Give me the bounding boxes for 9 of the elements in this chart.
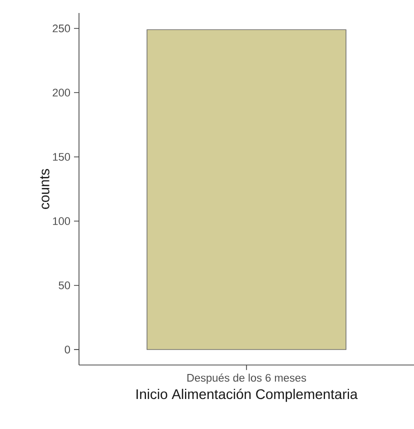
y-tick-label: 200 (52, 88, 70, 97)
y-tick-label: 0 (64, 346, 70, 354)
x-tick-label: Después de los 6 meses (187, 374, 306, 384)
x-axis-title: Inicio Alimentación Complementaria (136, 388, 358, 402)
y-axis-title: counts (40, 168, 50, 209)
y-tick-label: 50 (58, 281, 70, 290)
y-tick-label: 250 (52, 24, 70, 32)
y-tick-label: 100 (53, 217, 70, 225)
y-tick-label: 150 (53, 153, 70, 161)
